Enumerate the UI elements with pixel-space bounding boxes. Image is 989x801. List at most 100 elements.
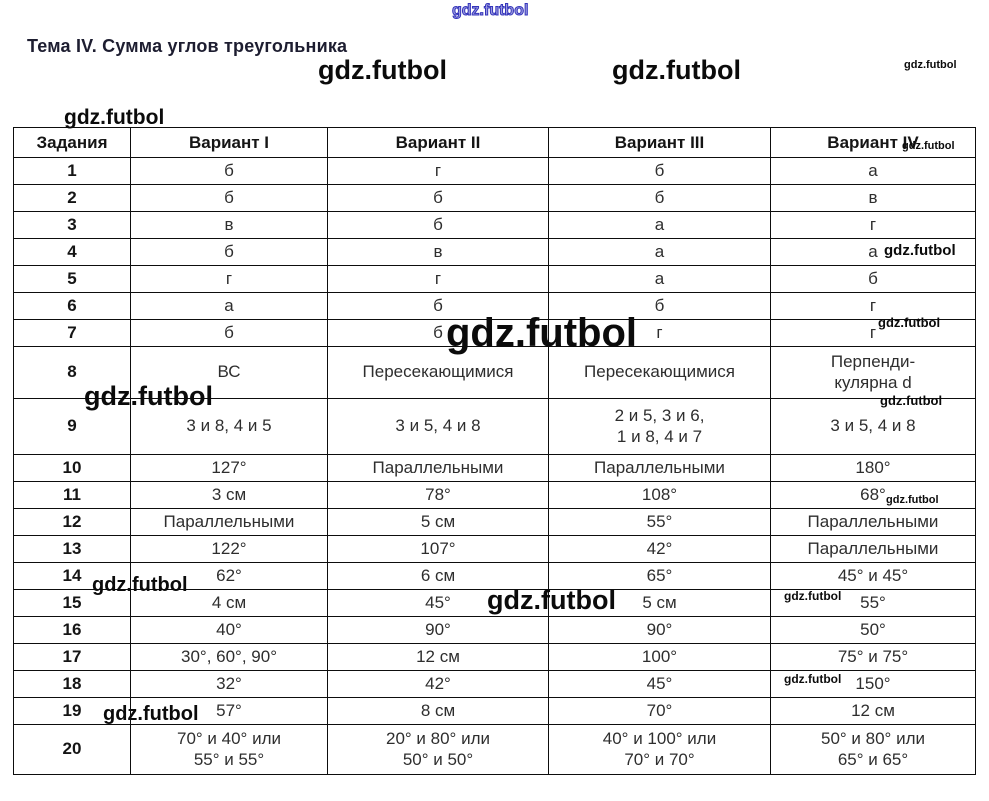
answer-cell: 20° и 80° или 50° и 50° bbox=[327, 724, 549, 775]
answer-cell: 32° bbox=[130, 670, 328, 698]
answer-cell: б bbox=[548, 157, 771, 185]
answer-cell: б bbox=[130, 184, 328, 212]
watermark-gdz-futbol: gdz.futbol bbox=[886, 494, 939, 506]
answer-cell: 127° bbox=[130, 454, 328, 482]
table-row: 12 Параллельными 5 см 55° Параллельными bbox=[13, 508, 976, 536]
task-number: 18 bbox=[13, 670, 131, 698]
answer-cell: 12 см bbox=[327, 643, 549, 671]
table-row: 18 32° 42° 45° 150° bbox=[13, 670, 976, 698]
watermark-gdz-futbol: gdz.futbol bbox=[446, 311, 638, 355]
answer-cell: г bbox=[327, 157, 549, 185]
table-row: 13 122° 107° 42° Параллельными bbox=[13, 535, 976, 563]
answer-cell: 180° bbox=[770, 454, 976, 482]
answer-cell: 78° bbox=[327, 481, 549, 509]
task-number: 3 bbox=[13, 211, 131, 239]
watermark-gdz-futbol: gdz.futbol bbox=[451, 2, 529, 19]
task-number: 1 bbox=[13, 157, 131, 185]
answer-cell: 45° bbox=[327, 589, 549, 617]
answer-cell: 4 см bbox=[130, 589, 328, 617]
table-row: 19 57° 8 см 70° 12 см bbox=[13, 697, 976, 725]
answer-cell: 90° bbox=[548, 616, 771, 644]
task-number: 17 bbox=[13, 643, 131, 671]
column-header: Вариант IV bbox=[770, 127, 976, 158]
answer-cell: г bbox=[327, 265, 549, 293]
answer-cell: 75° и 75° bbox=[770, 643, 976, 671]
answer-cell: Параллельными bbox=[130, 508, 328, 536]
answer-cell: б bbox=[130, 157, 328, 185]
table-row: 11 3 см 78° 108° 68° bbox=[13, 481, 976, 509]
answer-cell: 70° bbox=[548, 697, 771, 725]
answer-cell: Перпенди- кулярна d bbox=[770, 346, 976, 399]
watermark-gdz-futbol: gdz.futbol bbox=[103, 703, 199, 725]
answer-cell: а bbox=[770, 157, 976, 185]
answer-cell: б bbox=[327, 184, 549, 212]
answer-cell: 55° bbox=[770, 589, 976, 617]
watermark-gdz-futbol: gdz.futbol bbox=[784, 672, 842, 686]
answer-cell: 6 см bbox=[327, 562, 549, 590]
watermark-gdz-futbol: gdz.futbol bbox=[884, 242, 956, 259]
answer-cell: а bbox=[548, 238, 771, 266]
task-number: 14 bbox=[13, 562, 131, 590]
answer-cell: 50° bbox=[770, 616, 976, 644]
answer-cell: в bbox=[327, 238, 549, 266]
watermark-gdz-futbol: gdz.futbol bbox=[784, 589, 842, 603]
answer-cell: 55° bbox=[548, 508, 771, 536]
task-number: 4 bbox=[13, 238, 131, 266]
task-number: 7 bbox=[13, 319, 131, 347]
task-number: 15 bbox=[13, 589, 131, 617]
answers-table: Задания Вариант I Вариант II Вариант III Вар… bbox=[13, 127, 976, 775]
column-header: Вариант II bbox=[327, 127, 549, 158]
answer-cell: 5 см bbox=[327, 508, 549, 536]
answer-cell: 68° bbox=[770, 481, 976, 509]
answer-cell: б bbox=[770, 265, 976, 293]
answer-cell: 107° bbox=[327, 535, 549, 563]
table-row: 10 127° Параллельными Параллельными 180° bbox=[13, 454, 976, 482]
answer-cell: 45° bbox=[548, 670, 771, 698]
task-number: 6 bbox=[13, 292, 131, 320]
answer-cell: 65° bbox=[548, 562, 771, 590]
answer-cell: а bbox=[548, 265, 771, 293]
answer-cell: 122° bbox=[130, 535, 328, 563]
answer-cell: 90° bbox=[327, 616, 549, 644]
task-number: 11 bbox=[13, 481, 131, 509]
answer-cell: 108° bbox=[548, 481, 771, 509]
answer-cell: 12 см bbox=[770, 697, 976, 725]
answer-cell: 8 см bbox=[327, 697, 549, 725]
watermark-gdz-futbol: gdz.futbol bbox=[92, 574, 188, 596]
answer-cell: Параллельными bbox=[770, 508, 976, 536]
answer-cell: Параллельными bbox=[548, 454, 771, 482]
watermark-gdz-futbol: gdz.futbol bbox=[612, 55, 741, 85]
watermark-gdz-futbol: gdz.futbol bbox=[880, 393, 943, 408]
answer-cell: Параллельными bbox=[327, 454, 549, 482]
watermark-gdz-futbol: gdz.futbol bbox=[64, 106, 165, 129]
answer-cell: г bbox=[770, 292, 976, 320]
page-title: Тема IV. Сумма углов треугольника bbox=[27, 36, 348, 56]
task-number: 16 bbox=[13, 616, 131, 644]
table-row: 16 40° 90° 90° 50° bbox=[13, 616, 976, 644]
answer-cell: б bbox=[327, 211, 549, 239]
answer-cell: 42° bbox=[548, 535, 771, 563]
answer-cell: 50° и 80° или 65° и 65° bbox=[770, 724, 976, 775]
task-number: 2 bbox=[13, 184, 131, 212]
watermark-gdz-futbol: gdz.futbol bbox=[318, 55, 447, 85]
answer-cell: 100° bbox=[548, 643, 771, 671]
answer-cell: г bbox=[770, 211, 976, 239]
answer-cell: а bbox=[130, 292, 328, 320]
answer-cell: б bbox=[130, 238, 328, 266]
answer-cell: 40° bbox=[130, 616, 328, 644]
answer-cell: ВС bbox=[130, 346, 328, 399]
answer-cell: 45° и 45° bbox=[770, 562, 976, 590]
answer-cell: 30°, 60°, 90° bbox=[130, 643, 328, 671]
answer-cell: в bbox=[130, 211, 328, 239]
answer-cell: в bbox=[770, 184, 976, 212]
watermark-gdz-futbol: gdz.futbol bbox=[878, 315, 941, 330]
task-number: 20 bbox=[13, 724, 131, 775]
answer-cell: г bbox=[130, 265, 328, 293]
column-header: Вариант I bbox=[130, 127, 328, 158]
